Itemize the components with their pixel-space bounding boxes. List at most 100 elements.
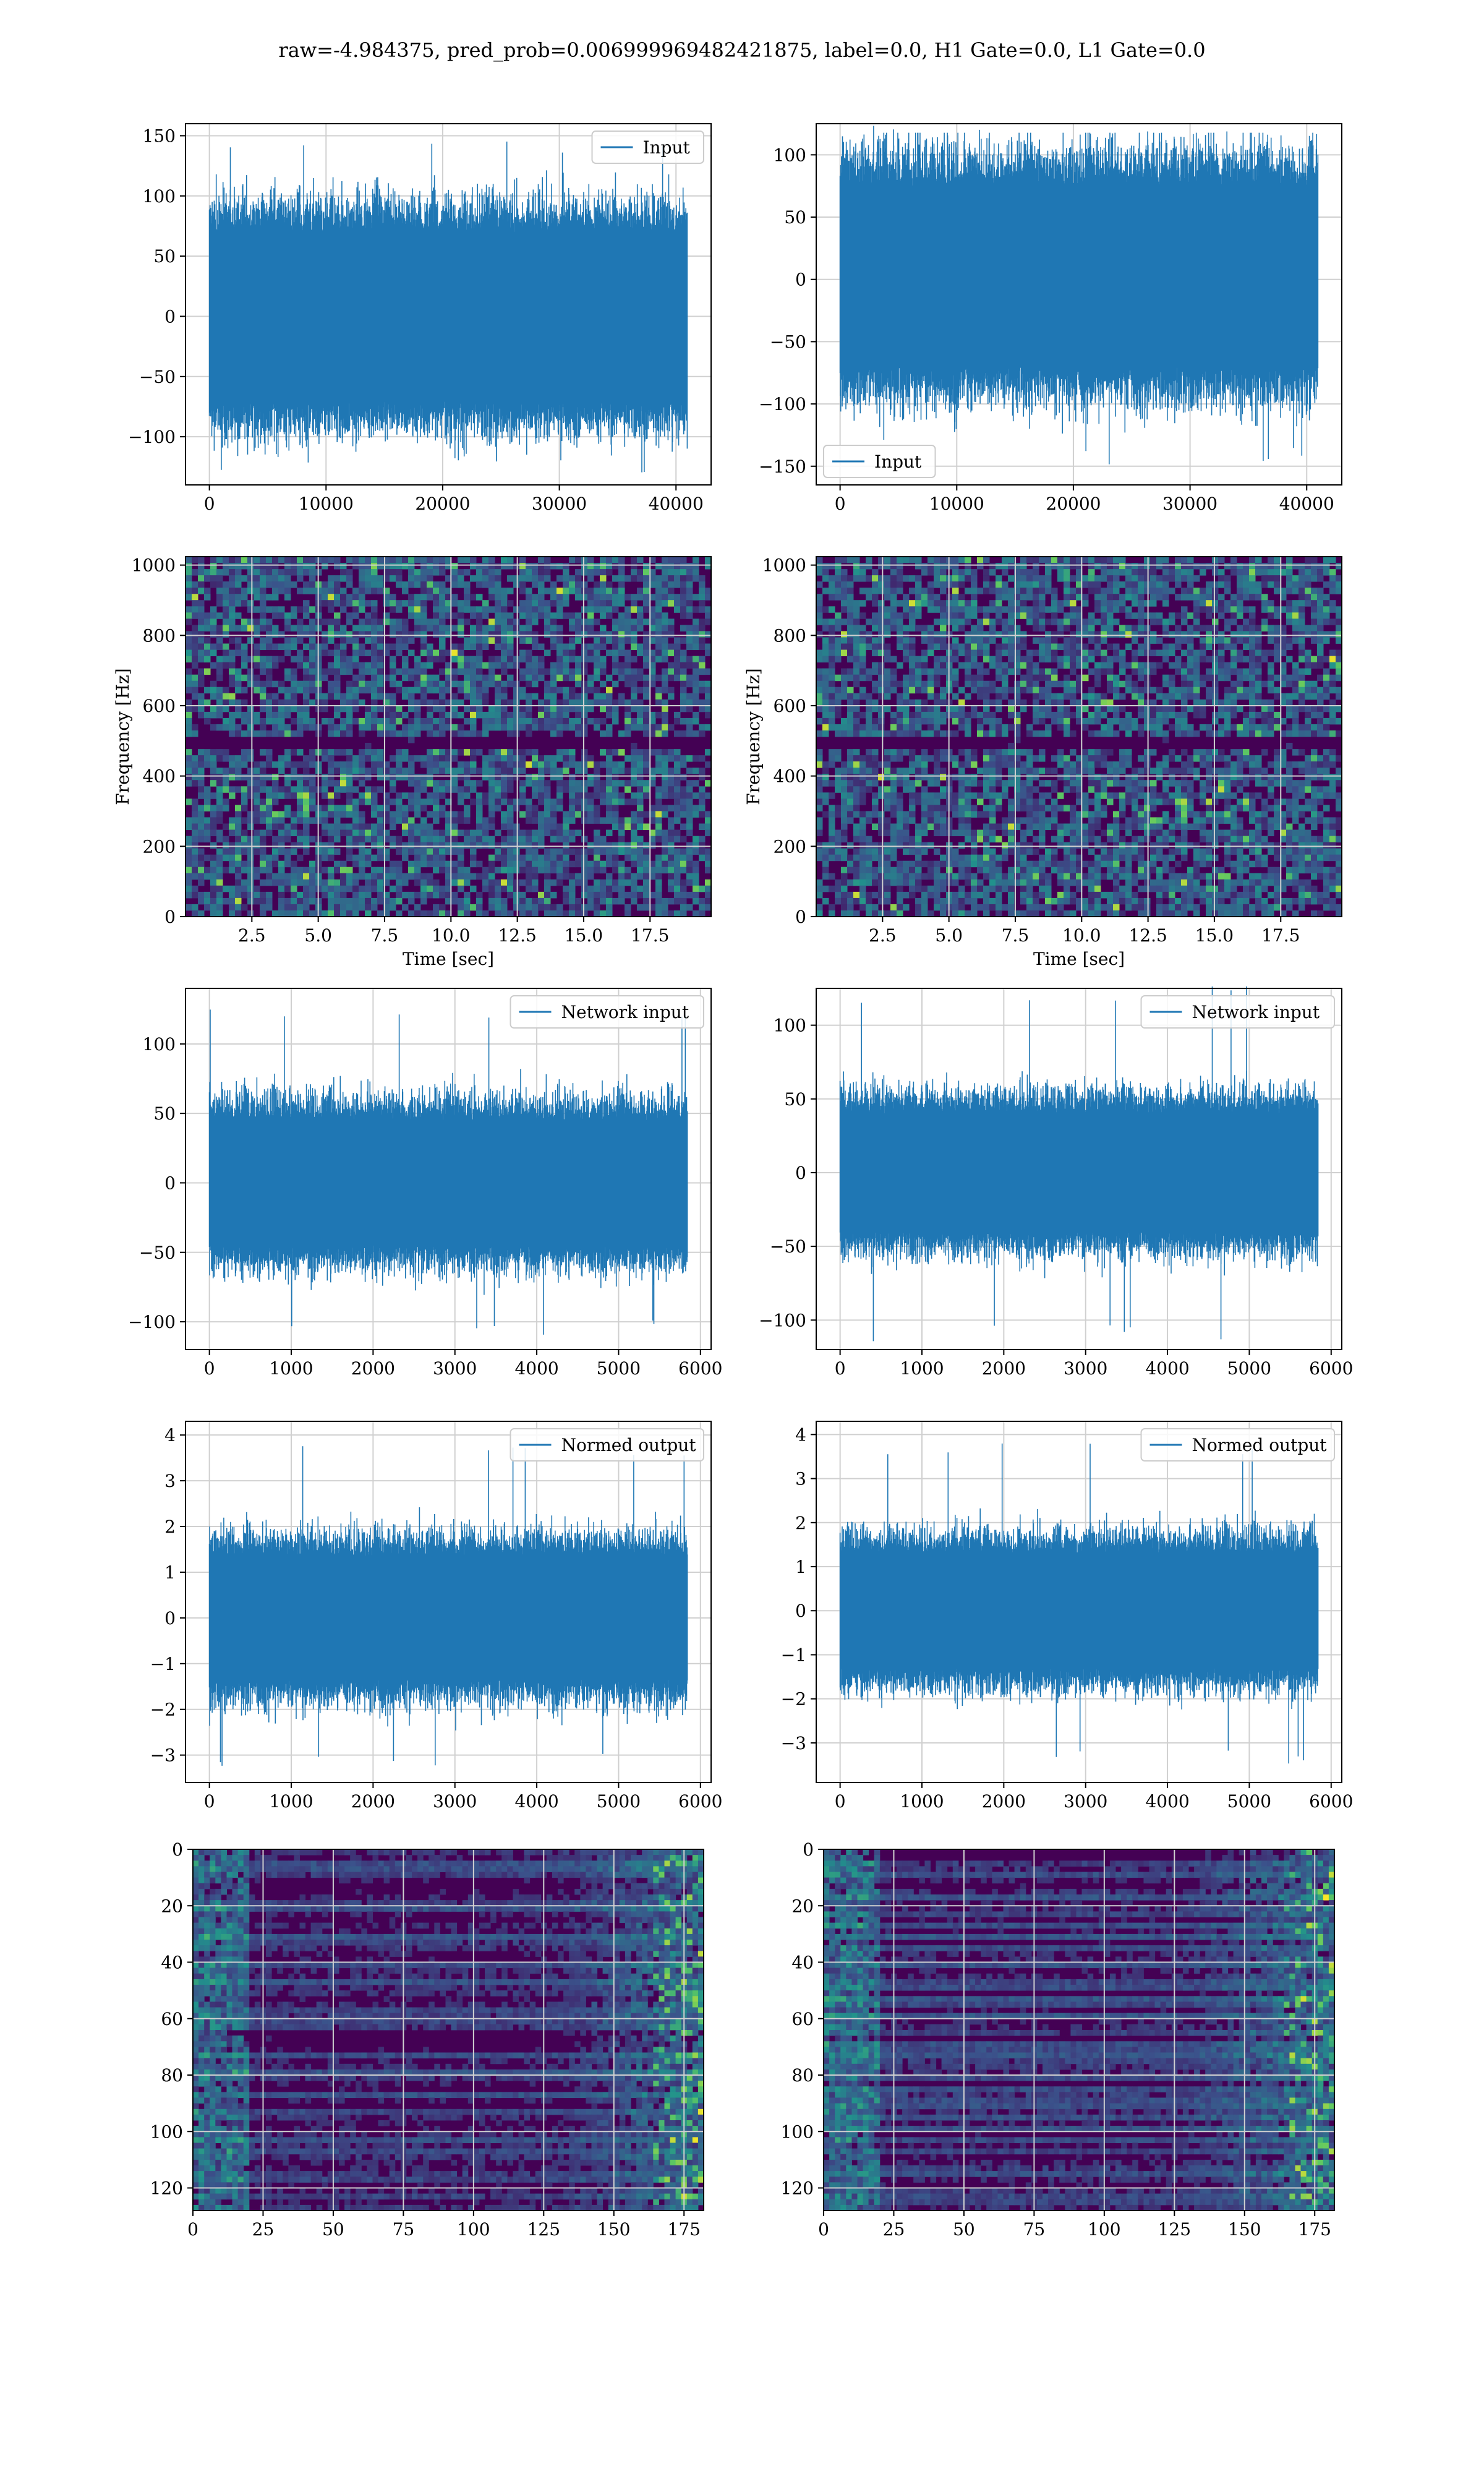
panel-ts-normed-h1: 0 1000 2000 3000 4000 5000 6000 −3 −2 −1 0 1 2 3 4 Norm…: [150, 1421, 722, 1812]
x-tick-label: 0: [204, 494, 215, 514]
x-tick-label: 175: [668, 2219, 701, 2240]
y-tick-label: 80: [161, 2065, 183, 2086]
y-tick-label: 50: [153, 1103, 176, 1124]
y-tick-label: −50: [139, 1243, 176, 1263]
x-tick-label: 5.0: [304, 925, 332, 946]
x-tick-label: 50: [953, 2219, 975, 2240]
y-tick-label: 120: [781, 2178, 814, 2199]
legend-label: Input: [643, 137, 691, 158]
y-tick-label: 100: [143, 1034, 176, 1055]
x-tick-label: 6000: [678, 1791, 722, 1812]
y-tick-label: −50: [770, 1236, 806, 1257]
panel-ts-input-l1: 0 10000 20000 30000 40000 −150 −100 −50 0 50 100 In…: [759, 123, 1342, 514]
y-tick-label: 200: [774, 836, 806, 857]
x-tick-label: 50: [322, 2219, 344, 2240]
x-tick-label: 6000: [1309, 1358, 1353, 1379]
x-tick-label: 40000: [649, 494, 704, 514]
y-tick-label: 0: [172, 1839, 183, 1860]
x-tick-label: 12.5: [498, 925, 536, 946]
spectrogram-cells: [816, 557, 1342, 917]
y-tick-label: 50: [784, 207, 806, 228]
y-tick-label: 100: [781, 2121, 814, 2142]
x-tick-label: 125: [527, 2219, 560, 2240]
signal-line: [208, 141, 688, 473]
x-tick-label: 150: [1228, 2219, 1261, 2240]
x-tick-label: 15.0: [565, 925, 603, 946]
x-tick-label: 7.5: [371, 925, 399, 946]
x-tick-label: 4000: [514, 1358, 558, 1379]
feature-map-cells: [824, 1849, 1335, 2211]
x-tick-label: 40000: [1279, 494, 1334, 514]
y-tick-label: −100: [759, 394, 806, 414]
x-tick-label: 7.5: [1002, 925, 1030, 946]
legend-box: [510, 995, 704, 1029]
legend-label: Network input: [561, 1002, 689, 1022]
y-tick-label: 20: [161, 1896, 183, 1916]
y-tick-label: −3: [150, 1745, 176, 1766]
x-tick-label: 5000: [597, 1791, 641, 1812]
y-tick-label: 100: [143, 186, 176, 207]
spectrogram-cells: [186, 557, 712, 917]
y-tick-label: 1: [164, 1562, 176, 1583]
feature-map-cells: [193, 1849, 704, 2211]
y-tick-label: −1: [150, 1654, 176, 1674]
y-tick-label: 1: [795, 1557, 806, 1577]
y-tick-label: 0: [795, 270, 806, 290]
legend-box: [823, 445, 936, 478]
y-tick-label: 0: [795, 1163, 806, 1183]
signal-line: [208, 1009, 688, 1335]
x-tick-label: 3000: [433, 1358, 477, 1379]
x-tick-label: 0: [835, 494, 846, 514]
x-tick-label: 30000: [1162, 494, 1217, 514]
x-tick-label: 25: [883, 2219, 905, 2240]
panel-spec-h1: 2.5 5.0 7.5 10.0 12.5 15.0 17.5 0 200 400 600 800 10…: [113, 555, 712, 969]
signal-line: [839, 1443, 1319, 1764]
x-tick-label: 10.0: [432, 925, 470, 946]
x-tick-label: 4000: [514, 1791, 558, 1812]
y-tick-label: 100: [774, 1016, 806, 1036]
x-tick-label: 5000: [1227, 1791, 1271, 1812]
legend: Network input: [1140, 995, 1335, 1029]
panel-spec-l1: 2.5 5.0 7.5 10.0 12.5 15.0 17.5 0 200 400 600 800 10…: [743, 555, 1342, 969]
x-tick-label: 0: [187, 2219, 198, 2240]
y-tick-label: 60: [161, 2009, 183, 2029]
legend-label: Normed output: [561, 1435, 697, 1455]
y-tick-label: 400: [143, 766, 176, 787]
y-tick-label: 4: [795, 1424, 806, 1445]
y-tick-label: −100: [128, 1312, 176, 1332]
x-tick-label: 25: [252, 2219, 275, 2240]
x-tick-label: 100: [457, 2219, 490, 2240]
x-tick-label: 0: [204, 1791, 215, 1812]
y-tick-label: 800: [143, 625, 176, 646]
axes-frame: [816, 988, 1342, 1350]
x-tick-label: 2.5: [238, 925, 266, 946]
y-tick-label: 2: [164, 1517, 176, 1537]
y-tick-label: −50: [770, 332, 806, 352]
x-tick-label: 4000: [1145, 1358, 1189, 1379]
x-tick-label: 30000: [532, 494, 587, 514]
y-tick-label: 800: [774, 625, 806, 646]
x-tick-label: 0: [835, 1358, 846, 1379]
axes-frame: [192, 1849, 704, 2211]
x-tick-label: 1000: [900, 1358, 944, 1379]
panel-ts-input-h1: 0 10000 20000 30000 40000 −100 −50 0 50 100 150 Inp…: [128, 123, 712, 514]
y-tick-label: 200: [143, 836, 176, 857]
legend-box: [1140, 995, 1335, 1029]
y-tick-label: 20: [791, 1896, 814, 1916]
x-tick-label: 10.0: [1062, 925, 1101, 946]
y-tick-label: 600: [774, 696, 806, 716]
y-tick-label: −100: [128, 427, 176, 447]
y-tick-label: 0: [164, 1173, 176, 1193]
y-axis-label: Frequency [Hz]: [743, 668, 764, 805]
x-tick-label: 10000: [299, 494, 354, 514]
x-tick-label: 2000: [351, 1358, 395, 1379]
x-tick-label: 1000: [900, 1791, 944, 1812]
x-tick-label: 3000: [1064, 1791, 1107, 1812]
x-tick-label: 0: [818, 2219, 829, 2240]
x-axis-label: Time [sec]: [1033, 949, 1125, 969]
y-tick-label: 1000: [762, 555, 806, 576]
x-tick-label: 2000: [982, 1791, 1026, 1812]
y-tick-label: −2: [150, 1700, 176, 1720]
legend-box: [1140, 1428, 1335, 1462]
